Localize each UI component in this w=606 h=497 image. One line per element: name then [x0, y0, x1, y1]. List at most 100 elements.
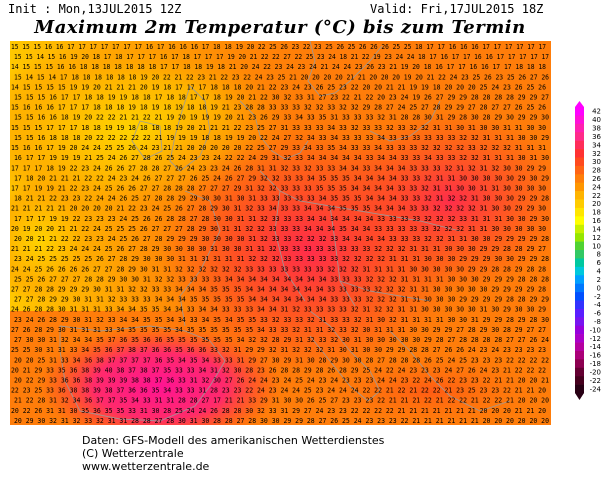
border-2 [274, 190, 306, 302]
temperature-row: 22 23 25 33 36 38 38 39 38 37 36 36 35 3… [11, 386, 546, 395]
temperature-row: 27 26 28 29 30 31 31 31 33 34 35 35 35 3… [11, 325, 546, 334]
temperature-row: 17 17 17 18 19 22 23 24 26 26 27 28 28 2… [11, 163, 546, 172]
temperature-values: 15 15 15 16 16 17 17 17 17 17 17 17 16 1… [11, 42, 549, 425]
scale-label: 32 [592, 150, 601, 158]
coast-scandinavia [307, 41, 383, 97]
border-4 [359, 210, 461, 232]
scale-label: -20 [590, 368, 601, 376]
scale-swatch [575, 191, 584, 200]
scale-swatch [575, 258, 584, 268]
scale-label: 12 [592, 234, 601, 242]
scale-label: 36 [592, 133, 601, 141]
scale-swatch [575, 165, 584, 175]
footer-website: www.wetterzentrale.de [82, 460, 210, 473]
scale-swatch [575, 342, 584, 352]
scale-swatch [575, 157, 584, 167]
temperature-row: 15 16 16 17 19 20 24 24 25 25 26 24 23 2… [11, 143, 546, 152]
scale-label: -24 [590, 385, 602, 393]
coastlines [59, 41, 511, 422]
scale-label: 28 [592, 167, 601, 175]
temperature-row: 17 17 17 19 19 22 23 23 23 24 25 26 26 2… [14, 214, 549, 223]
temperature-row: 15 15 16 18 18 18 20 22 22 22 22 22 21 1… [14, 133, 549, 142]
coast-ireland [131, 120, 163, 160]
scale-label: 26 [592, 175, 601, 183]
temperature-row: 27 27 28 28 29 29 29 30 31 31 32 32 33 3… [11, 285, 546, 294]
temperature-row: 20 20 25 31 33 34 36 38 37 37 37 37 36 3… [14, 355, 549, 364]
color-scale: 42 40 38 36 34 32 30 28 26 24 22 20 18 16 14 12 10 8 6 4 2 0-… [573, 101, 603, 401]
coast-france [179, 190, 221, 327]
border-1 [259, 170, 361, 212]
temperature-map: 15 15 15 16 16 17 17 17 17 17 17 17 16 1… [10, 41, 551, 425]
scale-swatch [575, 300, 584, 310]
scale-label: 16 [592, 217, 601, 225]
scale-swatch [575, 149, 584, 158]
scale-swatch [575, 174, 584, 183]
scale-label: 30 [592, 158, 601, 166]
scale-label: -12 [590, 335, 601, 343]
valid-time: Valid: Fri,17JUL2015 18Z [370, 2, 544, 16]
east-hot-zone [330, 111, 551, 291]
scale-label: 22 [592, 192, 601, 200]
scale-swatch [575, 123, 584, 133]
temperature-row: 21 21 21 22 23 24 24 24 25 26 27 28 29 3… [11, 244, 546, 253]
scale-label: 10 [592, 242, 601, 250]
scale-label: -10 [590, 326, 601, 334]
scale-label: 0 [597, 284, 601, 292]
scale-swatch [575, 384, 584, 394]
footer-data-source: Daten: GFS-Modell des amerikanischen Wet… [82, 434, 385, 447]
south-warm-zone [310, 351, 550, 425]
scale-label: -8 [594, 318, 601, 326]
scale-swatch [575, 325, 584, 335]
scale-swatch [575, 292, 584, 301]
scale-label: -16 [590, 352, 602, 360]
scale-swatch [575, 132, 584, 141]
coast-britain [169, 85, 211, 172]
scale-swatch [575, 308, 584, 318]
scale-swatch [575, 359, 584, 369]
coast-iberia [59, 325, 226, 422]
scale-label: 4 [597, 268, 602, 276]
temperature-row: 23 24 26 28 29 30 31 32 33 34 34 35 35 3… [14, 315, 549, 324]
scale-swatch [575, 115, 584, 125]
temperature-row: 25 25 26 27 27 27 28 28 29 30 30 31 32 3… [14, 274, 549, 283]
temperature-row: 16 17 17 19 19 19 21 25 24 26 27 28 26 2… [14, 153, 549, 162]
scale-swatch [575, 283, 584, 293]
temperature-row: 15 15 15 17 17 17 18 18 19 19 18 18 18 1… [11, 123, 546, 132]
scale-label: -18 [590, 360, 601, 368]
scale-label: -14 [590, 343, 602, 351]
temperature-row: 15 15 16 16 18 19 20 22 22 21 21 22 21 1… [14, 113, 549, 122]
scale-swatch [575, 266, 584, 276]
temperature-row: 20 20 21 21 22 22 23 23 24 25 26 27 28 2… [14, 234, 549, 243]
scale-label: 24 [592, 183, 601, 191]
scale-swatch [575, 182, 584, 192]
scale-bottom-arrow [575, 393, 584, 400]
scale-swatch [575, 250, 584, 259]
scale-label: 34 [592, 141, 601, 149]
coast-balkans [389, 330, 511, 412]
scale-swatch [575, 233, 584, 242]
temperature-row: 20 22 26 31 31 30 35 36 35 35 33 31 30 2… [11, 406, 546, 415]
border-5 [339, 280, 431, 302]
scale-swatch [575, 241, 584, 251]
temperature-row: 17 18 20 21 21 21 22 22 24 23 24 26 27 2… [14, 173, 549, 182]
temperature-row: 20 22 29 33 36 36 38 39 39 39 38 38 37 3… [14, 376, 549, 385]
scale-swatch [575, 224, 584, 234]
temperature-row: 15 15 14 15 16 19 20 18 17 18 17 17 17 1… [14, 52, 549, 61]
scale-label: -2 [594, 293, 601, 301]
temperature-row: 27 27 28 29 29 30 31 31 32 33 33 33 34 3… [14, 295, 549, 304]
coast-italy [309, 310, 381, 402]
scale-swatch [575, 207, 584, 217]
scale-label: -4 [594, 301, 602, 309]
scale-label: 38 [592, 125, 601, 133]
coast-north-sea [239, 100, 309, 160]
temperature-row: 23 24 25 25 25 25 25 26 27 28 29 30 30 3… [14, 254, 549, 263]
scale-label: 6 [597, 259, 602, 267]
scale-label: -22 [590, 377, 601, 385]
temperature-row: 15 15 15 16 17 17 18 18 19 19 18 18 17 1… [14, 93, 549, 102]
scale-label: 40 [592, 116, 601, 124]
temperature-row: 14 15 15 15 15 19 19 20 21 21 21 20 19 1… [11, 82, 546, 91]
temperature-row: 20 19 20 20 21 21 22 24 25 25 25 26 27 2… [11, 224, 546, 233]
nw-yellow-zone [10, 181, 100, 301]
scale-swatch [575, 140, 584, 150]
temperature-row: 20 21 29 33 35 36 38 39 40 38 37 38 37 3… [11, 365, 546, 374]
